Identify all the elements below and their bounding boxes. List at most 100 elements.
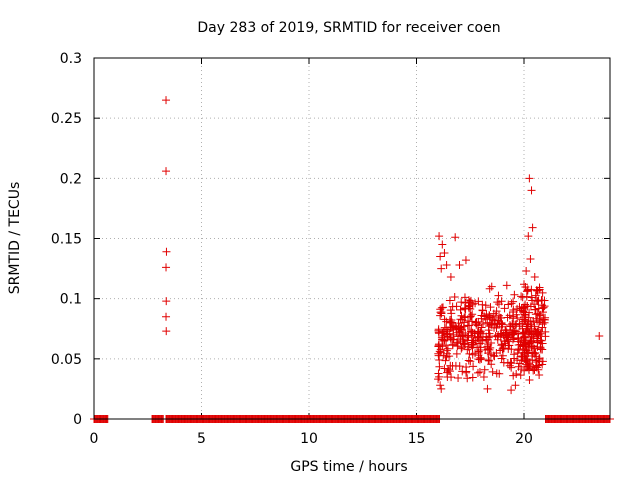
data-point: [526, 254, 535, 263]
data-point: [522, 346, 531, 355]
data-point: [466, 296, 475, 305]
data-point: [502, 281, 511, 290]
x-tick-label: 0: [90, 431, 99, 447]
y-axis-label: SRMTID / TECUs: [7, 182, 23, 295]
y-tick-label: 0.15: [51, 232, 82, 248]
data-point: [521, 357, 530, 366]
data-point: [497, 297, 506, 306]
data-point: [522, 346, 531, 355]
data-point: [448, 302, 457, 311]
data-point: [471, 299, 480, 308]
data-point: [451, 233, 460, 242]
data-point: [511, 381, 520, 390]
data-point: [447, 309, 456, 318]
data-point: [440, 248, 449, 257]
data-point: [477, 311, 486, 320]
data-point: [455, 260, 464, 269]
data-point: [506, 322, 515, 331]
data-point: [540, 315, 549, 324]
data-point: [473, 327, 482, 336]
data-point: [438, 240, 447, 249]
data-points: [90, 96, 614, 423]
data-point: [486, 303, 495, 312]
data-point: [535, 357, 544, 366]
y-tick-label: 0.3: [60, 51, 82, 67]
data-point: [454, 373, 463, 382]
data-point: [492, 349, 501, 358]
data-point: [448, 361, 457, 370]
data-point: [515, 359, 524, 368]
data-point: [537, 296, 546, 305]
data-point: [484, 349, 493, 358]
data-point: [454, 332, 463, 341]
data-point: [473, 368, 482, 377]
data-point: [503, 359, 512, 368]
y-tick-label: 0: [73, 412, 82, 428]
data-point: [437, 303, 446, 312]
data-point: [440, 331, 449, 340]
data-point: [522, 287, 531, 296]
data-point: [439, 327, 448, 336]
y-tick-label: 0.05: [51, 352, 82, 368]
data-point: [162, 327, 171, 336]
data-point: [452, 349, 461, 358]
data-point: [517, 292, 526, 301]
data-point: [442, 352, 451, 361]
data-point: [514, 362, 523, 371]
data-point: [478, 336, 487, 345]
data-point: [493, 335, 502, 344]
data-point: [445, 329, 454, 338]
x-axis-label: GPS time / hours: [290, 459, 407, 475]
data-point: [507, 386, 516, 395]
data-point: [526, 302, 535, 311]
data-point: [162, 297, 171, 306]
data-point: [463, 374, 472, 383]
data-point: [459, 339, 468, 348]
data-point: [461, 312, 470, 321]
data-point: [464, 356, 473, 365]
data-point: [442, 260, 451, 269]
data-point: [483, 318, 492, 327]
data-point: [162, 263, 171, 272]
data-point: [526, 336, 535, 345]
data-point: [525, 329, 534, 338]
data-point: [541, 332, 550, 341]
data-point: [484, 355, 493, 364]
data-point: [468, 350, 477, 359]
data-point: [518, 324, 527, 333]
data-point: [535, 311, 544, 320]
data-point: [162, 167, 171, 176]
data-point: [525, 376, 534, 385]
data-point: [487, 282, 496, 291]
data-point: [460, 313, 469, 322]
data-point: [478, 320, 487, 329]
data-point: [461, 256, 470, 265]
data-point: [485, 284, 494, 293]
data-point: [475, 355, 484, 364]
data-point: [440, 364, 449, 373]
data-point: [438, 333, 447, 342]
data-point: [491, 332, 500, 341]
data-point: [527, 186, 536, 195]
data-point: [500, 337, 509, 346]
data-point: [513, 313, 522, 322]
data-point: [514, 341, 523, 350]
data-point: [513, 348, 522, 357]
data-point: [492, 307, 501, 316]
data-point: [520, 315, 529, 324]
data-point: [435, 362, 444, 371]
data-point: [435, 347, 444, 356]
data-point: [482, 336, 491, 345]
data-point: [443, 372, 452, 381]
data-point: [452, 328, 461, 337]
data-point: [435, 232, 444, 241]
data-point: [505, 341, 514, 350]
data-point: [477, 323, 486, 332]
plot-frame: [93, 57, 611, 420]
data-point: [507, 363, 516, 372]
data-point: [531, 310, 540, 319]
data-point: [466, 311, 475, 320]
x-tick-label: 15: [408, 431, 426, 447]
data-point: [534, 355, 543, 364]
